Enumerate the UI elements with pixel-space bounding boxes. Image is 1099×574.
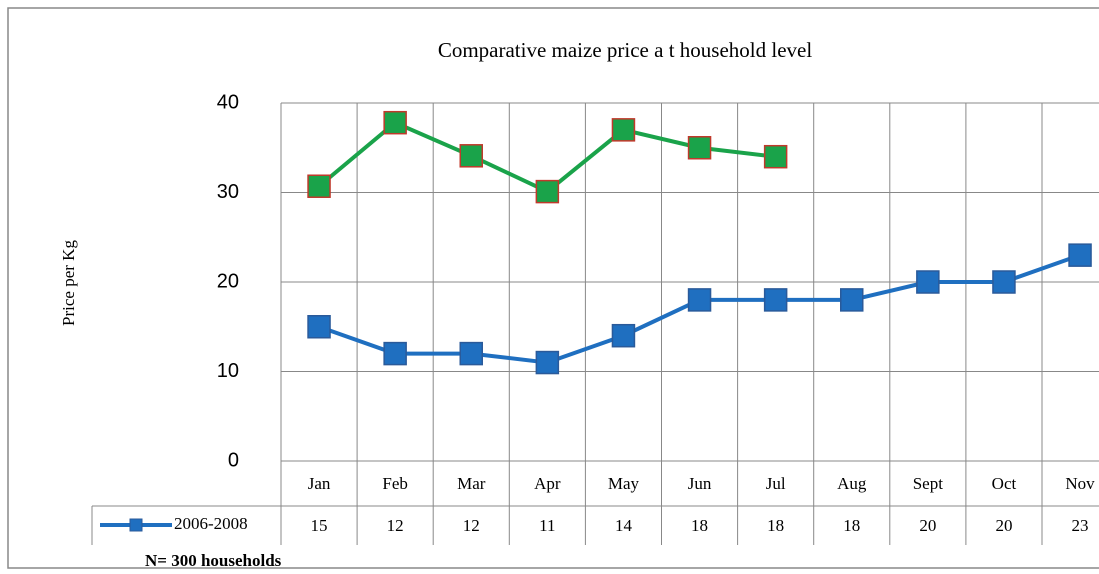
y-axis-label: Price per Kg xyxy=(59,240,78,326)
table-value: 14 xyxy=(615,516,633,535)
data-point xyxy=(840,288,864,312)
data-point xyxy=(535,179,560,204)
x-tick-label: Jan xyxy=(308,474,331,493)
x-tick-label: May xyxy=(608,474,640,493)
chart-border xyxy=(7,7,1099,569)
data-point xyxy=(611,323,636,348)
data-point xyxy=(383,110,407,135)
y-tick-label: 20 xyxy=(217,270,239,292)
data-point xyxy=(687,136,712,160)
data-point xyxy=(1068,243,1092,267)
y-tick-label: 10 xyxy=(217,360,239,382)
table-value: 20 xyxy=(995,516,1012,535)
y-tick-label: 40 xyxy=(217,91,239,113)
table-value: 20 xyxy=(919,516,936,535)
x-tick-label: Feb xyxy=(382,474,408,493)
x-tick-label: Sept xyxy=(913,474,944,493)
table-value: 12 xyxy=(463,516,480,535)
x-tick-label: Apr xyxy=(534,474,561,493)
chart-title: Comparative maize price a t household le… xyxy=(438,38,813,62)
legend-marker xyxy=(129,518,143,532)
legend-label: 2006-2008 xyxy=(174,514,248,533)
x-tick-label: Aug xyxy=(837,474,867,493)
data-point xyxy=(992,270,1016,294)
table-value: 23 xyxy=(1072,516,1089,535)
table-value: 18 xyxy=(767,516,784,535)
y-tick-label: 0 xyxy=(228,449,239,471)
table-value: 12 xyxy=(387,516,404,535)
data-point xyxy=(687,288,712,312)
data-point xyxy=(307,315,331,339)
x-tick-label: Mar xyxy=(457,474,486,493)
x-tick-label: Jul xyxy=(766,474,786,493)
data-point xyxy=(535,350,560,375)
data-point xyxy=(307,174,331,198)
data-point xyxy=(916,270,940,294)
table-value: 15 xyxy=(311,516,328,535)
data-point xyxy=(459,144,483,168)
data-point xyxy=(611,118,636,142)
note: N= 300 households xyxy=(145,551,282,570)
y-tick-label: 30 xyxy=(217,181,239,203)
data-point xyxy=(763,144,788,169)
data-point xyxy=(383,341,407,366)
table-value: 11 xyxy=(539,516,555,535)
table-value: 18 xyxy=(691,516,708,535)
x-tick-label: Jun xyxy=(688,474,712,493)
x-tick-label: Oct xyxy=(992,474,1017,493)
data-point xyxy=(763,288,788,312)
data-point xyxy=(459,341,483,366)
x-tick-label: Nov xyxy=(1065,474,1095,493)
table-value: 18 xyxy=(843,516,860,535)
